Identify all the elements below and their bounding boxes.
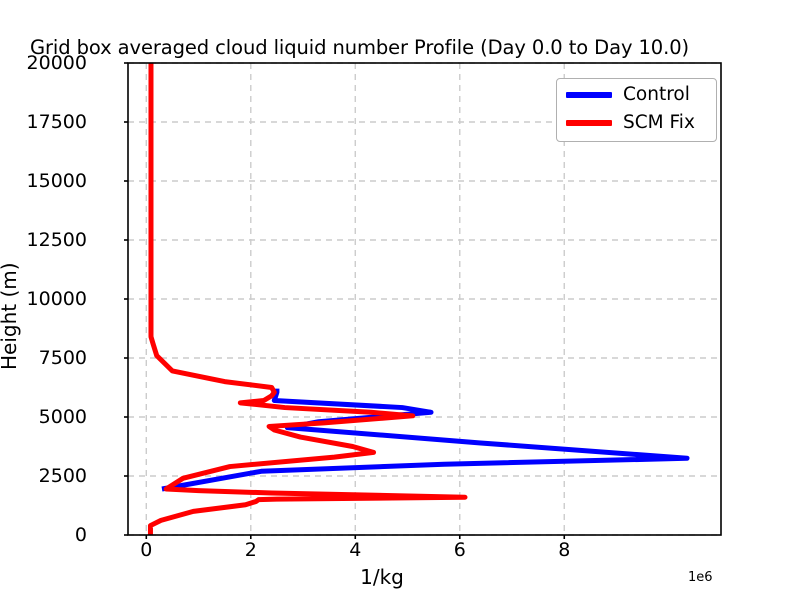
legend-entry-control: Control xyxy=(566,82,690,108)
legend-label-scm-fix: SCM Fix xyxy=(623,111,695,133)
legend-label-control: Control xyxy=(623,83,690,105)
y-tick-label: 0 xyxy=(74,524,87,546)
x-axis-label-text: 1/kg xyxy=(360,565,404,589)
x-tick-label: 0 xyxy=(140,539,153,561)
y-tick-label: 10000 xyxy=(26,288,87,310)
x-tick-label: 2 xyxy=(244,539,257,561)
legend-swatch-scm-fix xyxy=(566,120,612,126)
y-tick-label: 2500 xyxy=(38,465,87,487)
x-tick-label: 4 xyxy=(349,539,362,561)
y-tick-label: 17500 xyxy=(26,111,87,133)
chart-legend: Control SCM Fix xyxy=(556,78,717,142)
y-tick-label: 7500 xyxy=(38,347,87,369)
legend-entry-scm-fix: SCM Fix xyxy=(566,110,695,136)
y-tick-label: 12500 xyxy=(26,229,87,251)
y-tick-label: 15000 xyxy=(26,170,87,192)
x-axis-offset-text: 1e6 xyxy=(688,570,713,585)
x-tick-label: 6 xyxy=(453,539,466,561)
y-tick-label: 20000 xyxy=(26,52,87,74)
legend-swatch-control xyxy=(566,92,612,98)
chart-title: Grid box averaged cloud liquid number Pr… xyxy=(30,36,690,59)
x-tick-label: 8 xyxy=(558,539,571,561)
x-axis-label: 1/kg xyxy=(0,565,800,589)
y-tick-label: 5000 xyxy=(38,406,87,428)
